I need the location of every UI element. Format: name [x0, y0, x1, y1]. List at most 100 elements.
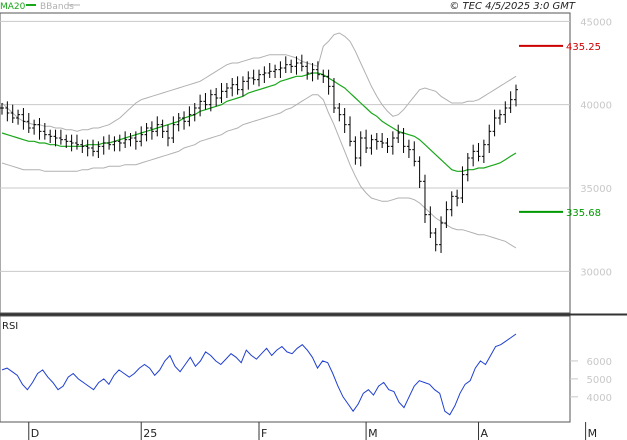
price-bar: [240, 76, 245, 97]
price-bar: [428, 206, 433, 238]
price-bar: [91, 139, 96, 157]
price-bar: [481, 139, 486, 163]
price-bar: [10, 104, 15, 123]
price-bar: [267, 63, 272, 78]
price-bar: [348, 116, 353, 147]
price-y-tick-label: 35000: [580, 184, 612, 195]
price-bar: [257, 69, 261, 87]
price-bar: [273, 64, 278, 78]
date-tick-label: M: [588, 427, 598, 440]
price-bar: [224, 83, 229, 98]
price-bar: [171, 116, 176, 143]
date-tick-label: M: [368, 427, 378, 440]
price-bar: [326, 69, 331, 95]
price-bar: [262, 66, 267, 83]
rsi-line: [1, 333, 517, 416]
date-tick-label: 25: [143, 427, 157, 440]
price-bar: [315, 61, 320, 80]
price-bar: [139, 126, 144, 147]
price-bar: [144, 123, 149, 142]
price-bar: [112, 136, 117, 152]
price-bar: [219, 83, 224, 103]
price-bar: [246, 71, 251, 90]
price-bar: [96, 141, 101, 158]
price-bar: [214, 88, 219, 107]
price-bar: [160, 119, 165, 138]
resistance-level-label: 435.25: [566, 42, 601, 53]
price-bar: [182, 111, 187, 130]
ma20-line: [1, 72, 517, 172]
price-bar: [321, 69, 326, 83]
rsi-panel-frame: [0, 315, 571, 423]
price-bar: [165, 124, 170, 147]
rsi-label: RSI: [2, 321, 18, 332]
price-bar: [358, 131, 363, 167]
price-bar: [337, 103, 342, 122]
price-bar: [176, 113, 181, 132]
price-bar: [385, 138, 390, 153]
price-bar: [251, 69, 256, 85]
price-bar: [101, 136, 106, 155]
price-bar: [401, 128, 406, 153]
price-bar: [42, 123, 47, 140]
price-bars: [0, 54, 518, 253]
price-bar: [58, 129, 63, 145]
price-bar: [310, 63, 315, 82]
price-bar: [69, 134, 74, 152]
date-tick-label: F: [261, 427, 267, 440]
price-bar: [208, 89, 213, 112]
price-bar: [74, 134, 79, 150]
price-bar: [503, 101, 508, 123]
price-bar: [16, 109, 21, 125]
price-bar: [433, 228, 438, 252]
price-bar: [390, 131, 395, 155]
price-bar: [192, 103, 197, 122]
price-bar: [235, 76, 240, 95]
price-panel-frame: [0, 12, 571, 314]
price-bar: [5, 101, 10, 122]
price-bar: [203, 93, 208, 110]
price-bar: [497, 109, 502, 125]
price-bar: [198, 94, 203, 117]
price-bar: [492, 109, 497, 137]
ma20-layer: [1, 72, 517, 172]
price-bar: [364, 129, 369, 153]
price-bar: [374, 133, 379, 150]
price-bar: [64, 134, 69, 148]
rsi-y-tick-label: 5000: [587, 375, 612, 386]
price-bar: [187, 106, 192, 127]
bbands-legend-label: BBands: [40, 2, 74, 12]
price-bar: [53, 129, 58, 147]
price-bar: [289, 59, 294, 73]
price-y-tick-label: 40000: [580, 101, 612, 112]
price-bar: [117, 134, 122, 152]
price-bar: [422, 174, 427, 223]
price-bar: [406, 139, 411, 158]
price-bar: [149, 121, 154, 140]
price-bar: [331, 78, 336, 113]
price-bar: [487, 124, 492, 153]
x-axis: D 25 F M A M: [28, 422, 598, 440]
bbands-upper-line: [1, 32, 517, 132]
bbands-layer: [1, 32, 517, 249]
price-bar: [32, 119, 37, 135]
price-grid: [0, 20, 570, 272]
price-bar: [21, 108, 26, 130]
y-axis: 30000 35000 40000 45000 4000 5000 6000: [580, 17, 612, 404]
price-bar: [465, 153, 470, 182]
price-bar: [299, 54, 304, 72]
rsi-layer: [1, 333, 517, 416]
rsi-y-tick-label: 6000: [587, 357, 612, 368]
price-bar: [508, 91, 513, 113]
price-bar: [107, 134, 112, 150]
price-bar: [37, 118, 42, 140]
price-bar: [294, 56, 299, 75]
price-bar: [455, 189, 460, 207]
price-bar: [417, 156, 422, 188]
price-bar: [353, 136, 358, 165]
rsi-grid: [570, 360, 578, 398]
ma20-legend-label: MA20: [0, 2, 26, 12]
price-bar: [471, 144, 476, 167]
price-bar: [128, 133, 133, 147]
